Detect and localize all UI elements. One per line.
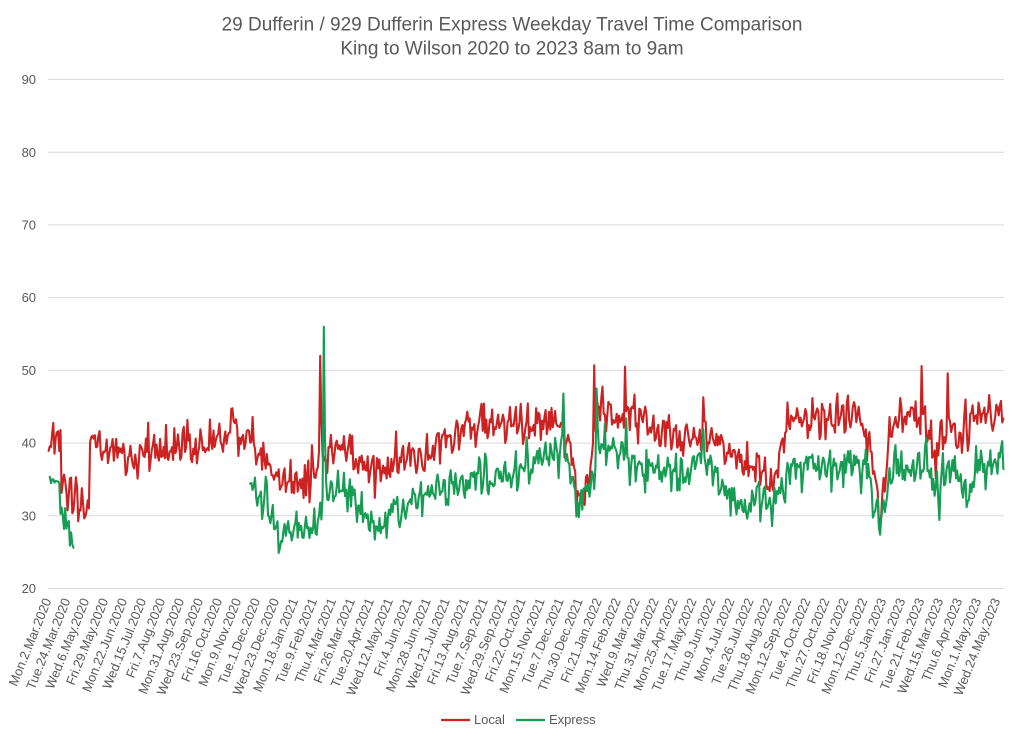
svg-text:30: 30 [22, 508, 36, 523]
svg-text:Express: Express [549, 712, 596, 727]
svg-text:80: 80 [22, 145, 36, 160]
svg-text:Local: Local [474, 712, 505, 727]
svg-text:70: 70 [22, 218, 36, 233]
svg-text:90: 90 [22, 72, 36, 87]
svg-text:20: 20 [22, 581, 36, 596]
svg-text:40: 40 [22, 436, 36, 451]
svg-text:29 Dufferin / 929 Dufferin Exp: 29 Dufferin / 929 Dufferin Express Weekd… [222, 15, 803, 36]
svg-text:50: 50 [22, 363, 36, 378]
svg-text:King to Wilson 2020 to 2023 8a: King to Wilson 2020 to 2023 8am to 9am [340, 39, 683, 60]
svg-text:60: 60 [22, 290, 36, 305]
